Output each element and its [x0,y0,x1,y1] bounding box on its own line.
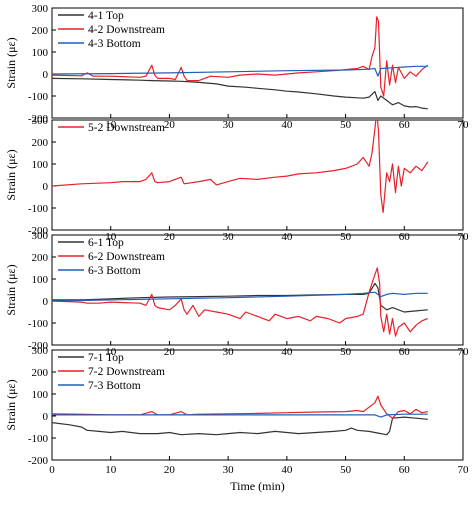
series-line [52,291,428,302]
panel-frame [51,119,464,231]
y-tick-label: 300 [32,345,49,357]
y-tick-label: 200 [32,137,49,149]
series-line [52,267,429,337]
legend-label: 4-1 Top [88,10,124,22]
legend-label: 7-3 Bottom [88,380,141,392]
y-tick-label: -200 [28,225,49,237]
legend-label: 4-3 Bottom [88,38,141,50]
y-axis-title: Strain (με) [4,37,18,88]
y-tick-label: -200 [28,455,49,467]
y-tick-label: 100 [32,274,49,286]
x-tick-label: 10 [105,119,117,131]
y-axis-title: Strain (με) [4,379,18,430]
y-tick-label: 100 [32,389,49,401]
x-tick-label: 50 [340,464,352,476]
y-tick-label: 100 [32,47,49,59]
x-tick-label: 10 [105,346,117,358]
x-tick-label: 40 [281,231,293,243]
y-tick-label: 200 [32,25,49,37]
legend-label: 6-1 Top [88,237,124,249]
legend-label: 7-1 Top [88,352,124,364]
y-tick-label: 300 [32,115,49,127]
y-tick-label: 300 [32,230,49,242]
x-tick-label: 60 [399,119,411,131]
legend-label: 6-3 Bottom [88,265,141,277]
y-tick-label: 200 [32,252,49,264]
series-line [52,416,428,436]
x-tick-label: 20 [164,464,176,476]
x-tick-label: 40 [281,346,293,358]
panel-frame [51,234,464,346]
legend-label: 6-2 Downstream [88,251,165,263]
panel-frame [51,349,464,461]
x-tick-label: 60 [399,346,411,358]
x-tick-label: 20 [164,119,176,131]
y-tick-label: -100 [28,318,49,330]
series-line [52,65,428,77]
y-axis-title: Strain (με) [4,149,18,200]
x-tick-label: 30 [223,346,235,358]
legend-label: 5-2 Downstream [88,122,165,134]
y-axis-title: Strain (με) [4,264,18,315]
x-tick-label: 20 [164,346,176,358]
series-line [52,77,428,110]
series-line [52,120,429,213]
x-tick-label: 60 [399,464,411,476]
series-line [52,16,429,97]
x-tick-label: 30 [223,231,235,243]
y-tick-label: -200 [28,340,49,352]
y-tick-label: -200 [28,113,49,125]
x-tick-label: 50 [340,119,352,131]
x-axis-title: Time (min) [230,479,285,493]
series-line [52,413,428,418]
y-tick-label: 200 [32,367,49,379]
y-tick-label: -100 [28,91,49,103]
y-tick-label: -100 [28,203,49,215]
x-tick-label: 40 [281,119,293,131]
y-tick-label: 0 [43,69,49,81]
y-tick-label: -100 [28,433,49,445]
x-tick-label: 70 [458,464,470,476]
y-tick-label: 100 [32,159,49,171]
x-tick-label: 50 [340,231,352,243]
legend-label: 4-2 Downstream [88,24,165,36]
legend-label: 7-2 Downstream [88,366,165,378]
y-tick-label: 0 [43,296,49,308]
y-tick-label: 0 [43,411,49,423]
y-tick-label: 300 [32,3,49,15]
x-tick-label: 0 [49,464,55,476]
panel-frame [51,7,464,119]
x-tick-label: 20 [164,231,176,243]
x-tick-label: 30 [223,464,235,476]
x-tick-label: 40 [281,464,293,476]
x-tick-label: 10 [105,464,117,476]
x-tick-label: 30 [223,119,235,131]
x-tick-label: 10 [105,231,117,243]
x-tick-label: 60 [399,231,411,243]
y-tick-label: 0 [43,181,49,193]
x-tick-label: 50 [340,346,352,358]
